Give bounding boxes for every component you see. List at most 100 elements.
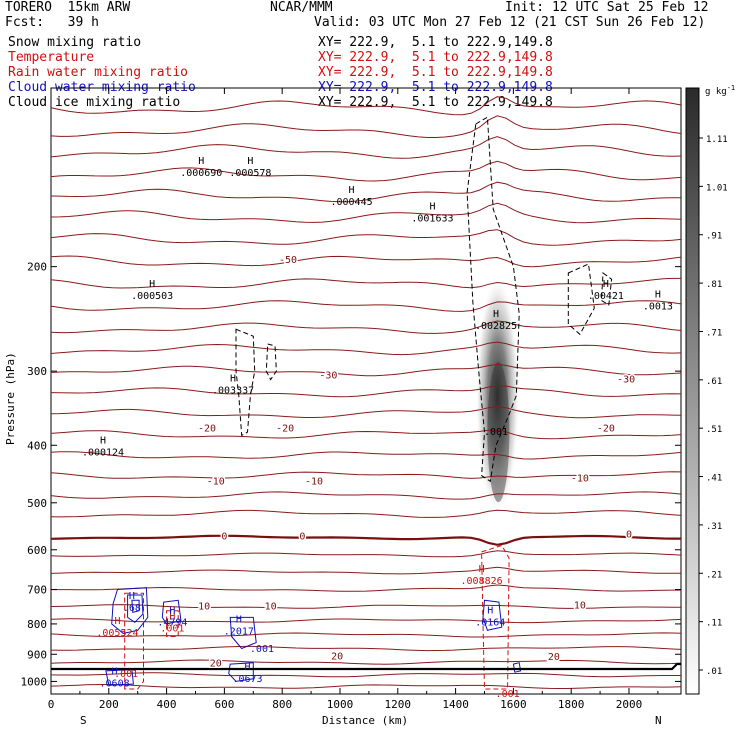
legend-temperature-xy: XY= 222.9, 5.1 to 222.9,149.8: [318, 50, 553, 65]
legend-cloud-ice-xy: XY= 222.9, 5.1 to 222.9,149.8: [318, 95, 553, 110]
cloud-ice-max-value: .000445: [330, 197, 372, 208]
ice-contour-main: [466, 116, 520, 483]
isotherm-label: 10: [574, 601, 586, 612]
isotherm-line: [51, 584, 681, 592]
cloud-ice-max-h: H: [429, 201, 435, 212]
cw-contour-south-outer: [111, 587, 149, 634]
cloud-water-max-value: .4794: [157, 618, 187, 629]
colorbar-label: .91: [706, 232, 722, 242]
rain-max-value: .001: [496, 689, 520, 700]
isotherm-label: -20: [276, 424, 294, 435]
cloud-ice-max-value: .002825: [475, 321, 517, 332]
rain-max-value: .001: [160, 623, 184, 634]
isotherm-label: -30: [617, 375, 635, 386]
colorbar-unit: g kg-1: [705, 84, 735, 97]
x-tick-label: 1800: [558, 698, 585, 711]
isotherm-line: [50, 684, 682, 689]
isotherm-line: [50, 181, 682, 203]
isotherm-label: 0: [626, 529, 632, 540]
isotherm-label: -10: [571, 473, 589, 484]
y-tick-label: 700: [27, 584, 47, 597]
colorbar-labels: 1.11 1.01 .91 .81 .71 .61 .51 .41 .31 .21 .11 .01: [699, 135, 728, 677]
y-tick-label: 500: [27, 497, 47, 510]
cw-contour-south-mid: [127, 594, 144, 623]
isotherm-label: 20: [331, 652, 343, 663]
y-tick-label: 1000: [21, 675, 48, 688]
endpoint-north: N: [655, 714, 662, 727]
isotherm-label: -20: [198, 424, 216, 435]
isotherm-line: [50, 160, 682, 182]
isotherm-line: [50, 451, 682, 460]
colorbar-label: 1.01: [706, 183, 728, 193]
legend-rain-xy: XY= 222.9, 5.1 to 222.9,149.8: [318, 65, 553, 80]
colorbar-label: .21: [706, 570, 722, 580]
cw-contour-north-small: [512, 662, 522, 673]
cloud-water-max-value: .0164: [475, 618, 505, 629]
isotherm-line: [50, 429, 682, 440]
cloud-water-max-value: .0673: [232, 674, 262, 685]
colorbar-label: .71: [706, 328, 722, 338]
isotherm-line: [50, 229, 682, 246]
isotherm-line: [50, 566, 682, 575]
isotherm-label: 10: [265, 602, 277, 613]
isotherm-label: -50: [279, 255, 297, 266]
rain-contours: [124, 544, 510, 690]
cloud-ice-max-h: H: [100, 436, 106, 447]
rain-max-h: H: [479, 564, 485, 575]
colorbar-label: .11: [706, 619, 722, 629]
cloud-ice-contours: [235, 116, 613, 483]
forecast-hour: Fcst: 39 h: [5, 15, 99, 30]
x-tick-label: 1200: [385, 698, 412, 711]
cloud-ice-max-value: .000690: [180, 168, 222, 179]
endpoint-south: S: [80, 714, 87, 727]
y-axis-title: Pressure (hPa): [4, 352, 17, 445]
colorbar: [685, 87, 700, 695]
terrain-line: [51, 662, 681, 671]
legend-cloud-ice-label: Cloud ice mixing ratio: [8, 95, 181, 110]
isotherm-line: [50, 202, 682, 224]
isotherm-line: [50, 672, 681, 678]
isotherm-label: -10: [305, 476, 323, 487]
colorbar-label: .31: [706, 522, 722, 532]
x-tick-label: 1600: [500, 698, 527, 711]
isotherm-line: [50, 491, 682, 500]
cloud-water-max-h: H: [487, 606, 493, 617]
cloud-water-max-value: .2017: [224, 627, 254, 638]
isotherm-label: 10: [198, 602, 210, 613]
cw-contour-south-b: [161, 599, 182, 625]
cw-contour-mid: [229, 616, 257, 650]
isotherm-line: [50, 96, 682, 116]
y-tick-label: 600: [27, 544, 47, 557]
x-tick-label: 600: [214, 698, 234, 711]
isotherm-zero: [50, 534, 681, 546]
x-tick-label: 1000: [327, 698, 354, 711]
center-title: NCAR/MMM: [270, 0, 333, 15]
isotherm-line: [50, 509, 682, 518]
isotherm-line: [50, 115, 682, 138]
init-time: Init: 12 UTC Sat 25 Feb 12: [505, 0, 709, 15]
ice-contour-mid: [235, 328, 256, 437]
cw-contour-north: [482, 599, 503, 631]
cloud-ice-max-h: H: [349, 185, 355, 196]
isotherm-line: [50, 136, 682, 159]
isotherm-line: [50, 384, 682, 398]
colorbar-label: 1.11: [706, 135, 728, 145]
isotherm-label: 0: [299, 532, 305, 543]
contour-labels: -50 -30 -30 -20 -20 -20 -10 -10 -10 0 0 0 10 10 10 20 20…: [82, 156, 673, 700]
cloud-water-max-h: H: [169, 606, 175, 617]
legend-snow-xy: XY= 222.9, 5.1 to 222.9,149.8: [318, 35, 553, 50]
isotherm-label: 0: [221, 532, 227, 543]
cloud-ice-max-h: H: [655, 289, 661, 300]
legend-rain-label: Rain water mixing ratio: [8, 65, 189, 80]
isotherm-line: [50, 300, 682, 312]
cloud-ice-max-value: .00421: [588, 291, 624, 302]
x-tick-label: 800: [272, 698, 292, 711]
rain-contour-south-small: [166, 610, 179, 637]
isotherm-line: [50, 406, 682, 419]
colorbar-label: .81: [706, 280, 722, 290]
isotherm-label: -30: [319, 370, 337, 381]
model-title: TORERO 15km ARW: [5, 0, 131, 15]
isotherm-line: [50, 632, 682, 638]
cloud-ice-max-h: H: [149, 279, 155, 290]
